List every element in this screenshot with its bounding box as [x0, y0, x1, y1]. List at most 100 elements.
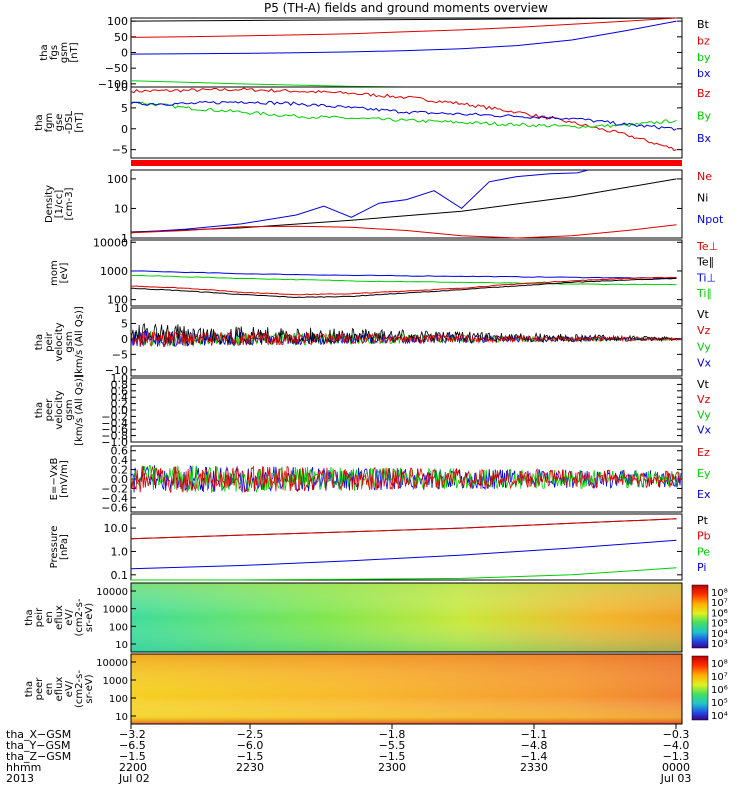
y-tick-label: 10000	[96, 658, 128, 669]
legend-Npot: Npot	[697, 213, 724, 226]
y-tick-label: 0.8	[111, 378, 129, 391]
y-axis-label: peer	[44, 398, 55, 422]
y-axis-label: [1/cc]	[54, 190, 65, 219]
y-tick-label: 0.6	[111, 445, 129, 458]
panel-frame	[130, 307, 683, 377]
noise-trace	[130, 331, 682, 348]
legend-Vt: Vt	[697, 308, 710, 321]
panel-frame	[130, 653, 683, 725]
y-axis-label: [cm-3]	[64, 187, 75, 220]
y-tick-label: −1.0	[101, 436, 128, 449]
y-axis-label: gse	[54, 114, 65, 132]
y-tick-label: 10000	[93, 236, 128, 249]
y-axis-label: -DSL	[64, 110, 75, 134]
series-Pi	[130, 539, 677, 570]
series-by	[130, 80, 677, 88]
y-tick-label: 100	[109, 622, 128, 633]
y-tick-label: 10000	[96, 587, 128, 598]
y-axis-label: eV/	[64, 680, 75, 697]
footer-value: 2330	[520, 761, 548, 774]
colorbar-label: 10⁵	[711, 698, 728, 709]
y-tick-label: 0.4	[111, 454, 129, 467]
y-tick-label: −0.4	[101, 417, 128, 430]
y-axis-label: Pressure	[49, 526, 60, 569]
y-tick-label: 100	[109, 694, 128, 705]
footer-value: −6.5	[119, 739, 146, 752]
y-tick-label: −5	[112, 144, 128, 157]
panel-spec2: 10000 1000 100 10 10⁸ 10⁷ 10⁶ 10⁵ 10⁴ tha peer en ef…	[24, 653, 728, 725]
legend-Vx: Vx	[697, 356, 712, 369]
y-axis-label: sr-eV)	[84, 674, 95, 703]
y-axis-label: tha	[39, 44, 50, 60]
footer-row-label: tha_Y−GSM	[6, 739, 70, 752]
y-axis-label: velocity	[54, 322, 65, 361]
footer-value: −4.8	[521, 739, 548, 752]
legend-Te⊥: Te⊥	[696, 240, 718, 253]
legend-Vx: Vx	[697, 424, 712, 437]
legend-Bt: Bt	[697, 18, 710, 31]
footer-value: −4.0	[663, 739, 690, 752]
y-tick-label: −5	[112, 348, 128, 361]
noise-trace	[130, 465, 682, 493]
series-Bx	[130, 100, 677, 131]
panel-frame	[130, 377, 683, 443]
y-axis-label: en	[44, 611, 55, 624]
series-Te⊥	[130, 276, 677, 296]
colorbar	[691, 584, 709, 649]
y-tick-label: 1.0	[111, 372, 129, 385]
panel-mom: 10000 1000 100 Te⊥ Te∥ Ti⊥ Ti∥ mom [eV]	[49, 236, 718, 306]
legend-Ti⊥: Ti⊥	[696, 271, 716, 284]
y-tick-label: 100	[107, 173, 128, 186]
y-axis-label: [nPa]	[59, 534, 70, 560]
y-tick-label: −0.2	[101, 482, 128, 495]
y-axis-label: [km/s (All Qs)]	[74, 306, 85, 378]
footer-value: 0000	[662, 761, 690, 774]
legend-Ti∥: Ti∥	[696, 287, 712, 300]
panel-frame	[130, 513, 683, 581]
panel-fgm: 10 5 0 −5 Bz By Bx tha fgm gse -DSL [nT]	[34, 81, 712, 159]
y-tick-label: 5	[121, 102, 128, 115]
y-axis-label: velocity	[54, 390, 65, 429]
footer-value: −1.5	[119, 750, 146, 763]
colorbar-label: 10⁴	[711, 711, 728, 722]
y-axis-label: [nT]	[74, 112, 85, 132]
panel-peir: 10 5 0 −5 −10 Vt Vz Vy Vx tha peir velocity gsm [km/s…	[34, 302, 712, 378]
y-tick-label: 0.2	[111, 464, 129, 477]
y-tick-label: 0.1	[111, 569, 129, 582]
y-axis-label: peir	[34, 607, 45, 627]
y-tick-label: 1	[121, 232, 128, 245]
footer-value: 2200	[119, 761, 147, 774]
footer-value: −1.1	[521, 728, 548, 741]
legend-bx: bx	[697, 67, 711, 80]
colorbar-label: 10⁸	[711, 588, 728, 599]
y-axis-label: eV/	[64, 609, 75, 626]
y-axis-label: eflux	[54, 677, 65, 702]
y-axis-label: tha	[24, 609, 35, 625]
colorbar-label: 10⁶	[711, 608, 728, 619]
legend-Vy: Vy	[697, 408, 711, 421]
y-axis-label: sr-eV)	[84, 603, 95, 632]
y-axis-label: gsm	[64, 399, 75, 420]
footer-value: −1.5	[379, 750, 406, 763]
series-Ti∥	[130, 274, 677, 286]
y-axis-label: en	[44, 683, 55, 696]
y-axis-label: eflux	[54, 605, 65, 630]
y-tick-label: 100	[107, 294, 128, 307]
footer-value: −1.4	[521, 750, 548, 763]
panel-efield: 0.60.40.20.0−0.2−0.4−0.6 Ez Ey Ex E=−VxB [mV/…	[49, 445, 711, 515]
y-tick-label: 10	[114, 202, 128, 215]
y-tick-label: −10	[105, 364, 128, 377]
spectrogram-shading	[131, 583, 682, 652]
y-axis-label: fgm	[44, 113, 55, 133]
footer-row-label: tha_X−GSM	[6, 728, 71, 741]
y-axis-label: gsm	[64, 331, 75, 352]
series-Bt	[130, 17, 677, 22]
series-bx	[130, 20, 677, 55]
y-axis-label: tha	[34, 114, 45, 130]
footer-axis-table: tha_X−GSM −3.2 −2.5 −1.8 −1.1 −0.3 tha_Y−GSM −6…	[6, 724, 691, 785]
series-bz	[130, 17, 677, 38]
y-tick-label: 0	[121, 47, 128, 60]
